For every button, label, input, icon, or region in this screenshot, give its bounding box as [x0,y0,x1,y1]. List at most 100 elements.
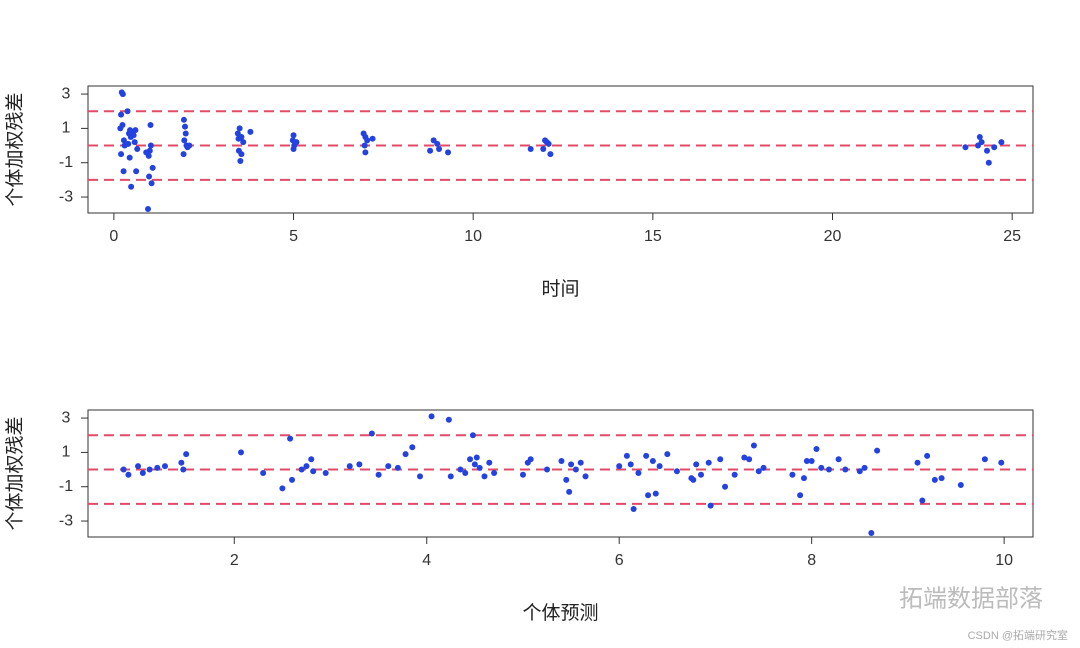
point [180,151,187,158]
point [146,466,153,473]
watermark: 拓端数据部落 [899,585,1043,612]
point [630,506,637,513]
x-tick-label: 2 [230,552,239,569]
point [364,137,371,144]
point [134,145,141,152]
point [133,168,140,175]
x-tick-label: 8 [807,552,816,569]
point [303,463,310,470]
point [126,154,133,161]
x-tick-label: 25 [1003,228,1021,245]
point [308,456,315,463]
x-tick-label: 10 [464,228,482,245]
point [298,466,305,473]
point [247,128,254,135]
point [975,142,982,149]
point [394,464,401,471]
point [180,466,187,473]
point [861,464,868,471]
point [835,456,842,463]
x-tick-label: 15 [644,228,662,245]
point [146,173,153,180]
point [563,476,570,483]
point [931,476,938,483]
point [128,183,135,190]
point [656,463,663,470]
point [289,476,296,483]
point [118,151,125,158]
point [181,137,188,144]
point [473,454,480,461]
point [527,456,534,463]
point [369,135,376,142]
point [543,139,550,146]
point [178,459,185,466]
point [120,137,127,144]
point [145,206,152,213]
point [540,145,547,152]
point [117,125,124,132]
point [180,116,187,123]
point [635,469,642,476]
point [409,444,416,451]
point [707,502,714,509]
point [746,456,753,463]
y-tick-label: 1 [62,120,71,137]
point [981,456,988,463]
y-tick-label: 3 [62,85,71,102]
point [558,457,565,464]
point [874,447,881,454]
point [760,464,767,471]
point [722,483,729,490]
x-axis-label: 个体预测 [522,602,598,624]
y-tick-label: -3 [59,512,73,529]
point [755,468,762,475]
point [652,490,659,497]
point [237,157,244,164]
point [717,456,724,463]
y-tick-label: 3 [62,409,71,426]
point [356,461,363,468]
point [119,91,126,98]
point [856,468,863,475]
point [938,475,945,482]
point [290,145,297,152]
point [445,416,452,423]
point [649,457,656,464]
point [813,445,820,452]
point [627,461,634,468]
point [147,142,154,149]
point [623,452,630,459]
point [914,459,921,466]
point [643,452,650,459]
point [962,144,969,151]
point [322,469,329,476]
x-axis-label: 时间 [541,278,579,300]
y-axis-label: 个体加权残差 [4,416,26,530]
point [808,457,815,464]
point [803,457,810,464]
point [842,466,849,473]
point [800,475,807,482]
point [131,139,138,146]
point [290,132,297,139]
point [527,145,534,152]
point [238,449,245,456]
point [120,466,127,473]
y-tick-label: 1 [62,444,71,461]
point [919,497,926,504]
x-tick-label: 4 [422,552,431,569]
point [991,144,998,151]
point [293,139,300,146]
point [436,145,443,152]
point [260,469,267,476]
point [447,473,454,480]
point [486,459,493,466]
point [434,140,441,147]
point [818,464,825,471]
y-tick-label: -3 [59,188,73,205]
point [467,456,474,463]
point [417,473,424,480]
point [235,135,242,142]
